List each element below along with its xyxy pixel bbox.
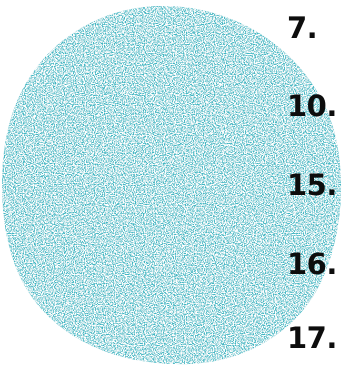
number-label: 7. xyxy=(287,11,318,45)
number-label: 16. xyxy=(287,247,337,281)
circle-shape xyxy=(2,5,342,365)
number-label: 15. xyxy=(287,168,337,202)
number-label: 10. xyxy=(287,89,337,123)
number-label: 17. xyxy=(287,321,337,355)
